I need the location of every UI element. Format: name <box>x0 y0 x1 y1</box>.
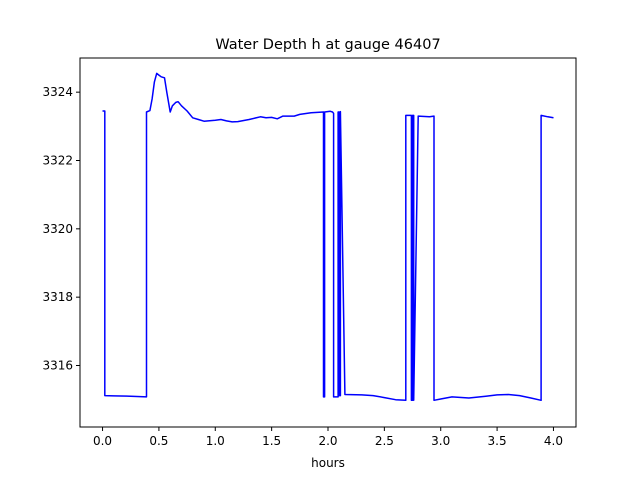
x-tick-label: 1.0 <box>206 434 225 448</box>
y-tick-label: 3322 <box>42 154 73 168</box>
x-axis-ticks: 0.0 0.5 1.0 1.5 2.0 2.5 3.0 3.5 4.0 <box>93 427 563 448</box>
x-tick-label: 4.0 <box>544 434 563 448</box>
y-tick-label: 3320 <box>42 222 73 236</box>
plot-area <box>79 57 577 428</box>
x-tick-label: 2.5 <box>375 434 394 448</box>
x-axis-label: hours <box>311 456 345 470</box>
x-tick-label: 0.5 <box>149 434 168 448</box>
y-tick-label: 3324 <box>42 85 73 99</box>
y-axis-ticks: 3316 3318 3320 3322 3324 <box>42 85 80 373</box>
y-tick-label: 3318 <box>42 290 73 304</box>
x-tick-label: 0.0 <box>93 434 112 448</box>
y-tick-label: 3316 <box>42 359 73 373</box>
x-tick-label: 3.0 <box>431 434 450 448</box>
x-tick-label: 3.5 <box>488 434 507 448</box>
x-tick-label: 1.5 <box>262 434 281 448</box>
x-tick-label: 2.0 <box>318 434 337 448</box>
plot-frame <box>79 57 577 428</box>
series-layer <box>102 72 554 402</box>
chart-title: Water Depth h at gauge 46407 <box>215 37 440 53</box>
water-depth-series-line <box>102 72 554 402</box>
